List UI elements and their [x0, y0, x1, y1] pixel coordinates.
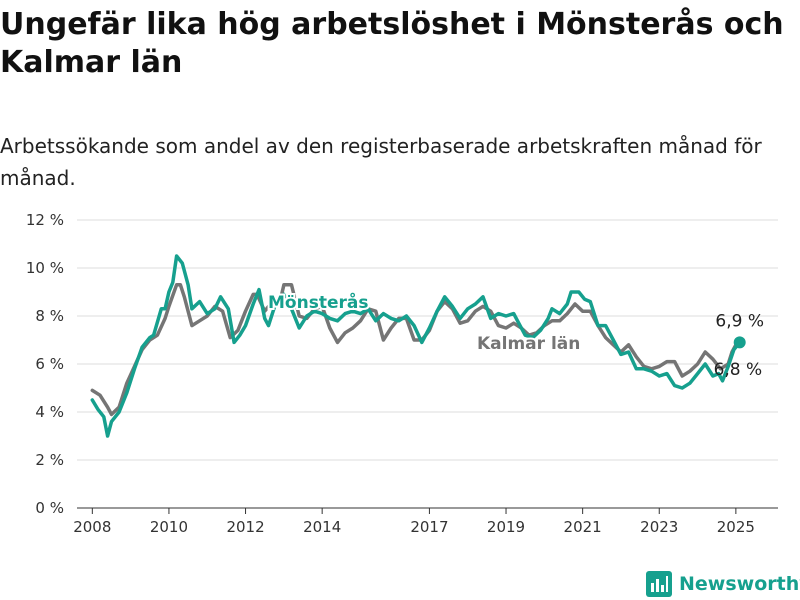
bar-chart-logo-icon [646, 571, 672, 597]
y-tick-label: 2 % [35, 451, 64, 469]
x-tick-label: 2021 [564, 518, 602, 536]
y-tick-label: 4 % [35, 403, 64, 421]
series-line-0 [90, 283, 738, 417]
x-tick-label: 2017 [410, 518, 448, 536]
x-tick-label: 2008 [73, 518, 111, 536]
series-end-label: 6,8 % [714, 360, 763, 380]
series-end-label: 6,9 % [715, 311, 764, 331]
series-name-label: Kalmar län [477, 334, 580, 354]
x-tick-label: 2025 [717, 518, 755, 536]
y-tick-label: 12 % [26, 211, 64, 229]
x-tick-label: 2023 [640, 518, 678, 536]
x-tick-label: 2019 [487, 518, 525, 536]
series-name-label: Mönsterås [268, 291, 368, 313]
y-axis-tick-labels: 0 % 2 % 4 % 6 % 8 % 10 % 12 % [26, 211, 64, 517]
chart-subtitle: Arbetssökande som andel av den registerb… [0, 134, 762, 190]
series-line-1 [90, 254, 742, 438]
gridlines [77, 219, 778, 461]
chart-title: Ungefär lika hög arbetslöshet i Mönsterå… [0, 7, 784, 80]
y-tick-label: 0 % [35, 499, 64, 517]
x-tick-label: 2014 [303, 518, 341, 536]
series-end-marker [733, 336, 746, 349]
line-chart: 0 % 2 % 4 % 6 % 8 % 10 % 12 % 2008 2010 2012 2014… [26, 211, 778, 536]
series-lines [90, 254, 746, 438]
y-tick-label: 8 % [35, 307, 64, 325]
newsworthy-brand: Newsworthy [646, 568, 800, 600]
y-tick-label: 10 % [26, 259, 64, 277]
x-axis-ticks: 2008 2010 2012 2014 2017 2019 2021 2023 2025 [73, 508, 755, 536]
y-tick-label: 6 % [35, 355, 64, 373]
x-tick-label: 2012 [226, 518, 264, 536]
x-tick-label: 2010 [150, 518, 188, 536]
series-labels: 6,8 % 6,9 % Mönsterås Kalmar län [266, 289, 764, 380]
brand-name: Newsworthy [679, 573, 800, 595]
